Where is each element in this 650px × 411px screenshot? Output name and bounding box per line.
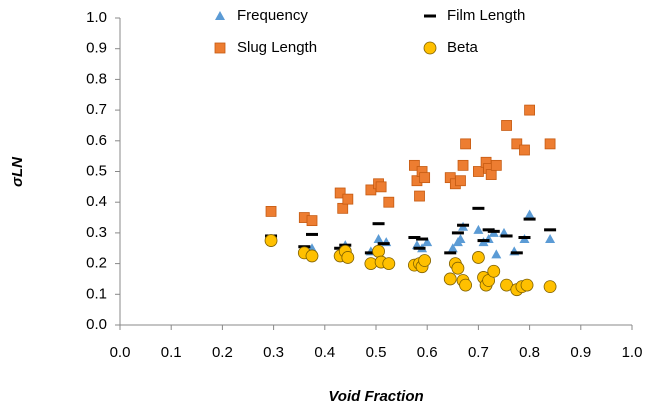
y-tick-label: 0.2 [86,255,107,272]
point [460,138,472,150]
point [337,202,349,214]
y-tick-label: 0.9 [86,40,107,57]
point [416,237,429,241]
y-tick-label: 0.1 [86,285,107,302]
point [543,280,557,294]
point [524,104,535,116]
point [487,264,501,278]
y-tick-label: 0.5 [86,162,107,179]
point [472,206,485,210]
point [491,249,502,259]
x-tick-label: 0.9 [570,344,591,361]
point [523,217,536,221]
point [444,251,457,255]
point [306,232,318,236]
point [487,229,500,233]
point [519,144,530,156]
point [520,278,534,292]
point [544,138,556,150]
point [518,236,531,240]
point [447,243,458,253]
point [501,120,512,131]
x-tick-label: 1.0 [622,344,643,361]
x-tick-label: 0.2 [212,344,233,361]
legend-label: Film Length [447,7,525,24]
x-tick-label: 0.5 [366,344,387,361]
point [422,237,433,247]
legend-label: Frequency [237,7,308,24]
y-tick-label: 0.6 [86,132,107,149]
point [408,236,421,240]
point [457,159,469,171]
y-tick-label: 0.4 [86,193,107,210]
x-tick-label: 0.7 [468,344,489,361]
point [305,249,319,263]
y-tick-label: 0.7 [86,101,107,118]
point [511,138,523,150]
point [455,175,466,187]
x-axis-title: Void Fraction [328,388,423,405]
point [372,244,385,258]
legend-label: Slug Length [237,39,317,56]
x-tick-label: 0.6 [417,344,438,361]
point [364,251,377,255]
point [455,234,466,244]
legend-key [424,14,436,18]
point [377,242,390,246]
point [510,251,523,255]
point [418,254,432,267]
point [451,261,465,275]
point [482,228,495,232]
point [373,234,384,244]
point [477,239,490,243]
legend-label: Beta [447,39,479,56]
point [408,159,420,171]
point [451,231,464,235]
point [443,272,457,286]
point [544,228,557,232]
point [473,224,484,234]
y-tick-label: 0.3 [86,224,107,241]
legend-key [423,41,437,55]
point [265,206,277,217]
x-tick-label: 0.3 [263,344,284,361]
point [472,166,484,177]
point [342,193,354,205]
point [372,222,385,226]
y-tick-label: 0.8 [86,70,107,87]
point [375,181,387,193]
point [383,196,395,208]
point [500,234,513,238]
legend-key [215,11,225,20]
y-axis-title: σLN [9,156,26,187]
point [459,278,473,292]
point [264,234,278,247]
point [457,223,470,227]
x-tick-label: 0.8 [519,344,540,361]
point [334,187,346,199]
point [382,257,396,271]
point [306,215,318,227]
legend-key [214,42,226,54]
point [413,246,426,250]
point [485,169,497,180]
point [419,172,431,184]
y-tick-label: 0.0 [86,316,107,333]
point [414,190,425,202]
point [341,251,355,264]
point [524,209,535,219]
point [471,251,485,264]
point [545,234,556,244]
point [490,159,502,171]
y-tick-label: 1.0 [86,9,107,26]
x-tick-label: 0.1 [161,344,182,361]
x-tick-label: 0.4 [314,344,335,361]
x-tick-label: 0.0 [110,344,131,361]
